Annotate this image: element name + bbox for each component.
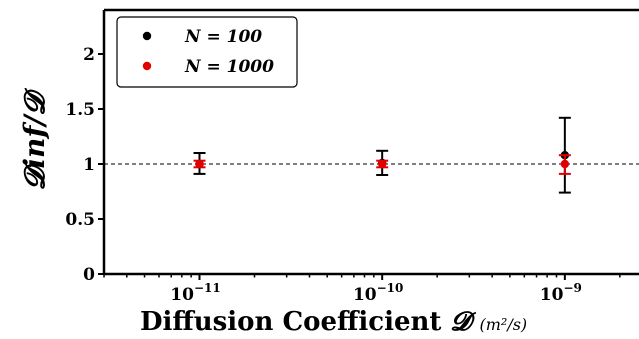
x-tick-label: 10−10	[353, 281, 403, 305]
y-tick-label: 0	[83, 265, 95, 285]
data-point	[377, 159, 387, 169]
data-point	[560, 159, 570, 169]
legend-marker	[142, 31, 152, 41]
plot-area	[104, 116, 639, 194]
y-tick-label: 2	[83, 45, 95, 65]
axes: 0 0.5 1 1.5 2 10−11 10−10 10−9	[65, 8, 639, 305]
legend-label: N = 1000	[184, 57, 274, 77]
series-1-point-0	[193, 159, 206, 169]
series-1-point-1	[376, 159, 389, 169]
y-tick-label: 1	[83, 155, 95, 175]
series-1-point-2	[558, 154, 571, 175]
y-tick-label: 1.5	[65, 100, 95, 120]
legend-marker	[142, 61, 152, 71]
x-axis-label: Diffusion Coefficient 𝓓 (m²/s)	[140, 307, 527, 337]
legend: N = 100 N = 1000	[116, 16, 298, 88]
legend-box	[116, 16, 298, 88]
legend-label: N = 100	[184, 27, 262, 47]
x-tick-label: 10−9	[540, 281, 582, 305]
axis-labels: Diffusion Coefficient 𝓓 (m²/s) 𝓓inf/𝓓	[18, 87, 527, 337]
y-axis-label: 𝓓inf/𝓓	[18, 87, 51, 190]
data-point	[195, 159, 204, 169]
x-tick-label: 10−11	[170, 281, 220, 305]
y-tick-label: 0.5	[65, 210, 95, 230]
